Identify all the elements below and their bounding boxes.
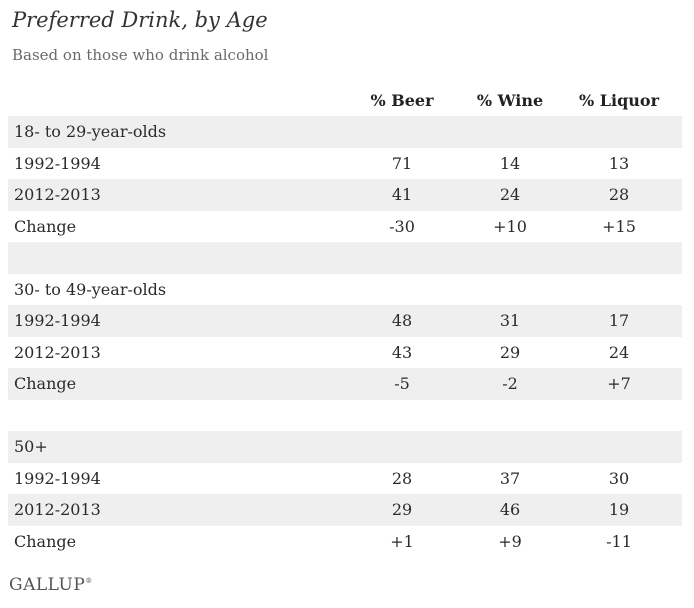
value-cell: +1 bbox=[390, 531, 414, 551]
column-header-beer: % Beer bbox=[370, 90, 434, 110]
group-heading: 50+ bbox=[14, 437, 48, 457]
value-cell: -11 bbox=[606, 531, 632, 551]
table-body: 18- to 29-year-olds 1992-1994 71 14 13 2012-2… bbox=[8, 116, 682, 557]
group-heading-row: 30- to 49-year-olds bbox=[8, 274, 682, 306]
value-cell: 46 bbox=[499, 500, 521, 520]
value-cell: 19 bbox=[608, 500, 630, 520]
value-cell: 41 bbox=[391, 185, 413, 205]
value-cell: +7 bbox=[607, 374, 631, 394]
row-label: 2012-2013 bbox=[14, 500, 101, 520]
value-cell: 43 bbox=[391, 342, 413, 362]
table-row: 1992-1994 48 31 17 bbox=[8, 305, 682, 337]
table-row: 1992-1994 71 14 13 bbox=[8, 148, 682, 180]
value-cell: 14 bbox=[499, 153, 521, 173]
table-row: 2012-2013 29 46 19 bbox=[8, 494, 682, 526]
row-label: 2012-2013 bbox=[14, 185, 101, 205]
value-cell: -5 bbox=[394, 374, 410, 394]
spacer-row bbox=[8, 242, 682, 274]
table-row: 1992-1994 28 37 30 bbox=[8, 463, 682, 495]
spacer-row bbox=[8, 400, 682, 432]
row-label: 1992-1994 bbox=[14, 153, 101, 173]
table-row: Change +1 +9 -11 bbox=[8, 526, 682, 558]
value-cell: +9 bbox=[498, 531, 522, 551]
row-label: 2012-2013 bbox=[14, 342, 101, 362]
gallup-logo-text: GALLUP bbox=[9, 575, 86, 595]
value-cell: 29 bbox=[391, 500, 413, 520]
value-cell: 29 bbox=[499, 342, 521, 362]
chart-subtitle: Based on those who drink alcohol bbox=[12, 46, 269, 64]
row-label: Change bbox=[14, 531, 77, 551]
gallup-logo: GALLUP® bbox=[9, 575, 93, 595]
row-label: Change bbox=[14, 216, 77, 236]
value-cell: +15 bbox=[602, 216, 636, 236]
table-row: 2012-2013 43 29 24 bbox=[8, 337, 682, 369]
table-row: Change -30 +10 +15 bbox=[8, 211, 682, 243]
group-heading: 30- to 49-year-olds bbox=[14, 279, 167, 299]
header-row: % Beer % Wine % Liquor bbox=[8, 84, 682, 116]
group-heading-row: 50+ bbox=[8, 431, 682, 463]
group-heading: 18- to 29-year-olds bbox=[14, 122, 167, 142]
row-label: Change bbox=[14, 374, 77, 394]
value-cell: 24 bbox=[608, 342, 630, 362]
value-cell: 30 bbox=[608, 468, 630, 488]
chart-title: Preferred Drink, by Age bbox=[12, 8, 268, 32]
value-cell: 37 bbox=[499, 468, 521, 488]
value-cell: -30 bbox=[389, 216, 415, 236]
trademark-mark: ® bbox=[85, 577, 93, 585]
row-label: 1992-1994 bbox=[14, 468, 101, 488]
table-row: 2012-2013 41 24 28 bbox=[8, 179, 682, 211]
column-header-wine: % Wine bbox=[476, 90, 544, 110]
value-cell: 17 bbox=[608, 311, 630, 331]
column-header-liquor: % Liquor bbox=[578, 90, 660, 110]
group-heading-row: 18- to 29-year-olds bbox=[8, 116, 682, 148]
value-cell: 48 bbox=[391, 311, 413, 331]
value-cell: 13 bbox=[608, 153, 630, 173]
value-cell: 24 bbox=[499, 185, 521, 205]
data-table: % Beer % Wine % Liquor 18- to 29-year-ol… bbox=[8, 84, 682, 557]
value-cell: 31 bbox=[499, 311, 521, 331]
value-cell: -2 bbox=[502, 374, 518, 394]
value-cell: +10 bbox=[493, 216, 527, 236]
value-cell: 28 bbox=[608, 185, 630, 205]
value-cell: 71 bbox=[391, 153, 413, 173]
table-row: Change -5 -2 +7 bbox=[8, 368, 682, 400]
value-cell: 28 bbox=[391, 468, 413, 488]
row-label: 1992-1994 bbox=[14, 311, 101, 331]
